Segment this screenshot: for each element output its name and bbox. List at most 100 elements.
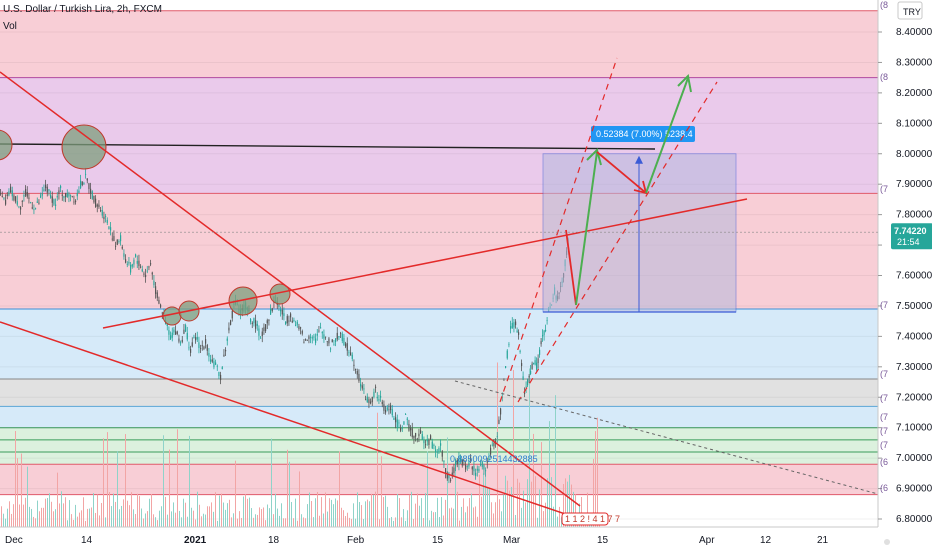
volume-bar (511, 486, 512, 527)
candle-body (423, 440, 425, 444)
candle-body (76, 193, 78, 197)
candle-body (3, 197, 5, 199)
volume-bar (383, 497, 384, 527)
zone-edge-label: (6 (880, 457, 888, 467)
price-tick-label: 7.20000 (896, 392, 932, 403)
volume-bar (507, 480, 508, 527)
volume-bar (533, 433, 534, 527)
candle-body (426, 439, 428, 442)
candle-body (11, 190, 13, 197)
downtrend-line-upper (0, 71, 581, 507)
volume-bar (97, 494, 98, 527)
volume-bar (535, 476, 536, 527)
volume-bar (291, 501, 292, 527)
volume-bar (185, 502, 186, 527)
candle-body (401, 427, 403, 429)
volume-bar (419, 505, 420, 527)
candle-body (231, 310, 233, 319)
highlight-circle-4 (228, 286, 258, 316)
candle-body (183, 329, 185, 334)
volume-bar (39, 511, 40, 527)
candle-body (463, 460, 465, 462)
volume-bar (353, 503, 354, 527)
candle-body (351, 354, 353, 359)
candle-body (123, 253, 125, 257)
volume-bar (345, 516, 346, 527)
candle-body (346, 343, 348, 351)
candle-body (496, 436, 498, 438)
candle-body (366, 396, 368, 403)
candle-body (226, 338, 228, 341)
mini-label-bg (561, 512, 609, 526)
candle-body (88, 183, 90, 190)
candle-body (138, 260, 140, 267)
volume-bar (153, 514, 154, 527)
volume-bar (575, 494, 576, 527)
price-tick-label: 7.10000 (896, 423, 932, 434)
projection-red-1 (565, 229, 577, 306)
volume-bar (179, 510, 180, 527)
candle-body (111, 238, 113, 240)
volume-bar (549, 421, 550, 527)
volume-bar (393, 520, 394, 527)
candle-body (8, 191, 10, 196)
candle-body (25, 189, 27, 196)
candle-body (295, 324, 297, 326)
rising-trend-line (102, 198, 748, 329)
candle-body (131, 264, 133, 267)
volume-bar (455, 457, 456, 527)
candle-body (135, 254, 137, 257)
candle-body (56, 196, 58, 198)
volume-bar (593, 458, 594, 527)
zone-band-7 (0, 464, 878, 495)
candle-body (534, 360, 536, 365)
volume-bar (269, 508, 270, 527)
candle-body (86, 178, 88, 181)
volume-bar (177, 429, 178, 527)
candle-body (370, 401, 372, 404)
candle-body (220, 374, 222, 381)
candle-body (75, 200, 77, 203)
currency-badge[interactable]: TRY (903, 7, 921, 17)
volume-bar (9, 501, 10, 527)
candle-body (251, 322, 253, 325)
candle-body (430, 435, 432, 440)
volume-bar (469, 497, 470, 527)
volume-bar (233, 513, 234, 527)
volume-bar (115, 501, 116, 527)
candle-body (170, 335, 172, 340)
candle-body (285, 321, 287, 324)
volume-bar (207, 506, 208, 527)
candle-body (175, 331, 177, 335)
volume-bar (297, 520, 298, 527)
candle-body (98, 204, 100, 207)
time-tick-label: 12 (760, 535, 772, 546)
candle-body (355, 368, 357, 371)
candle-body (376, 396, 378, 399)
volume-bar (439, 516, 440, 527)
volume-bar (223, 502, 224, 527)
candle-body (493, 442, 495, 447)
last-price-value: 7.74220 (894, 226, 927, 236)
volume-bar (581, 496, 582, 527)
candle-body (470, 457, 472, 460)
candle-body (445, 468, 447, 473)
highlight-circle-1 (61, 124, 107, 170)
candle-body (143, 273, 145, 275)
volume-bar (79, 512, 80, 527)
candle-body (105, 216, 107, 217)
zone-edge-label: (6 (880, 483, 888, 493)
volume-bar (133, 509, 134, 527)
candle-body (465, 464, 467, 470)
candle-body (203, 346, 205, 350)
volume-bar (205, 514, 206, 527)
volume-bar (245, 494, 246, 527)
volume-label: Vol (3, 21, 17, 32)
volume-bar (89, 508, 90, 527)
candle-body (395, 417, 397, 423)
candle-body (531, 363, 533, 369)
candle-body (55, 204, 57, 206)
candle-body (230, 320, 232, 325)
volume-bar (529, 368, 530, 527)
